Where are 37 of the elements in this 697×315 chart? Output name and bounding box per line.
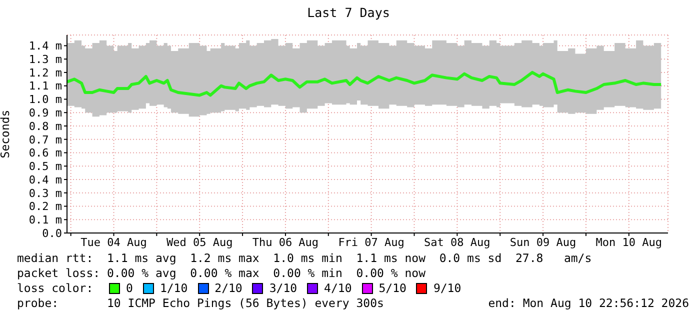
text: median rtt: 1.1 ms avg 1.2 ms max 1.0 ms min 1.1 ms now 0.0 ms sd 27.8 am/s [17, 251, 592, 265]
y-tick-label: 1.2 m [28, 66, 62, 80]
y-tick-label: 0.5 m [28, 160, 62, 174]
text: 5/10 [378, 281, 406, 295]
x-tick-label: Tue 04 Aug [80, 236, 147, 249]
text: 9/10 [432, 281, 462, 295]
y-tick-label: 0.0 [42, 226, 62, 240]
y-tick-label: 0.4 m [28, 173, 62, 186]
text: packet loss: 0.00 % avg 0.00 % max 0.00 % min 0.00 % now [17, 266, 426, 280]
y-tick-label: 0.7 m [28, 133, 62, 146]
y-tick-label: 1.4 m [28, 40, 62, 53]
text: 3/10 [268, 281, 298, 295]
y-tick-label: 0.2 m [28, 200, 62, 214]
x-tick-label: Fri 07 Aug [338, 236, 404, 249]
line-series [67, 70, 663, 97]
text: probe: 10 ICMP Echo Pings (56 Bytes) every 300s [17, 296, 384, 310]
x-tick-label: Thu 06 Aug [252, 236, 319, 249]
y-tick-label: 1.3 m [28, 52, 62, 66]
y-tick-label: 1.0 m [28, 93, 62, 106]
x-tick-label: Sat 08 Aug [424, 236, 490, 249]
text: end: Mon Aug 10 22:56:12 2026 [488, 296, 689, 310]
x-tick-label: Sun 09 Aug [510, 236, 576, 249]
text: 2/10 [214, 281, 242, 295]
chart-title: Last 7 Days [306, 5, 391, 20]
text: 0 [125, 281, 133, 295]
y-tick-label: 0.6 m [28, 146, 62, 160]
x-tick-label: Wed 05 Aug [166, 236, 233, 249]
text: 1/10 [158, 281, 188, 295]
y-tick-label: 0.8 m [28, 120, 62, 133]
y-tick-label: 0.1 m [28, 214, 62, 227]
x-tick-label: Mon 10 Aug [596, 236, 662, 249]
y-tick-label: 0.3 m [28, 186, 62, 200]
y-tick-label: 0.9 m [28, 106, 62, 120]
y-axis-title: Seconds [0, 110, 12, 158]
y-tick-label: 1.1 m [28, 80, 62, 93]
text: loss color: [17, 281, 94, 295]
text: 4/10 [323, 281, 352, 295]
